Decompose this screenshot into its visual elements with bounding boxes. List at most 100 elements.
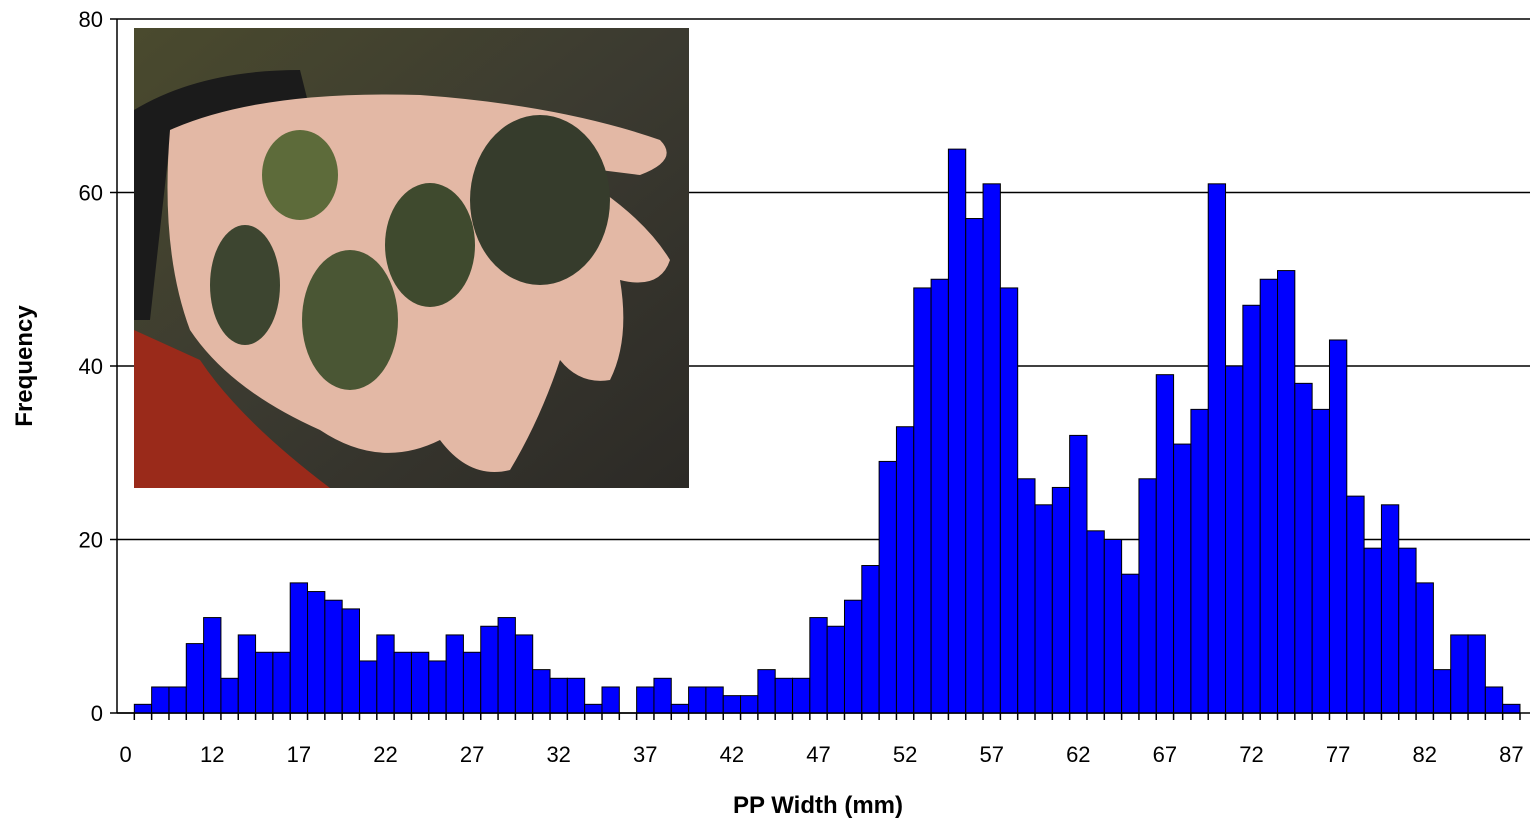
bar: [1433, 670, 1450, 713]
bar: [1468, 635, 1485, 713]
bar: [1278, 271, 1295, 713]
bar: [273, 652, 290, 713]
bar: [290, 583, 307, 713]
bar: [308, 592, 325, 713]
x-tick-label: 42: [720, 742, 744, 767]
bar: [1347, 496, 1364, 713]
bar: [879, 461, 896, 713]
x-tick-label: 12: [200, 742, 224, 767]
x-tick-label: 57: [979, 742, 1003, 767]
bar: [429, 661, 446, 713]
bar: [862, 566, 879, 713]
bar: [204, 618, 221, 713]
bar: [793, 678, 810, 713]
x-tick-label: 82: [1412, 742, 1436, 767]
bar: [342, 609, 359, 713]
x-tick-label: 77: [1326, 742, 1350, 767]
bar: [256, 652, 273, 713]
bar: [1174, 444, 1191, 713]
bar: [1260, 279, 1277, 713]
bar: [325, 600, 342, 713]
bar: [169, 687, 186, 713]
bar: [1329, 340, 1346, 713]
bar: [1243, 305, 1260, 713]
bar: [463, 652, 480, 713]
bar: [1156, 375, 1173, 713]
bar: [637, 687, 654, 713]
y-tick-label: 0: [91, 701, 103, 726]
x-tick-label: 37: [633, 742, 657, 767]
x-tick-label: 47: [806, 742, 830, 767]
bar: [827, 626, 844, 713]
bar: [758, 670, 775, 713]
bar: [602, 687, 619, 713]
page: {"chart_data": {"type": "bar", "xlabel":…: [0, 0, 1532, 830]
bar: [931, 279, 948, 713]
bar: [1208, 184, 1225, 713]
bar: [654, 678, 671, 713]
bar: [533, 670, 550, 713]
bar: [498, 618, 515, 713]
bar: [1416, 583, 1433, 713]
bar: [844, 600, 861, 713]
bar: [1000, 288, 1017, 713]
bar: [1104, 540, 1121, 714]
bar: [671, 704, 688, 713]
x-tick-label: 52: [893, 742, 917, 767]
bar: [1122, 574, 1139, 713]
bar: [1312, 409, 1329, 713]
y-tick-label: 20: [79, 528, 103, 553]
bar: [1381, 505, 1398, 713]
bar: [1052, 487, 1069, 713]
bar: [723, 696, 740, 713]
bar: [481, 626, 498, 713]
x-tick-label: 72: [1239, 742, 1263, 767]
bar: [394, 652, 411, 713]
bar: [1139, 479, 1156, 713]
bar: [1087, 531, 1104, 713]
bar: [983, 184, 1000, 713]
y-tick-label: 80: [79, 7, 103, 32]
bar: [411, 652, 428, 713]
y-tick-label: 40: [79, 354, 103, 379]
bar: [1035, 505, 1052, 713]
bar: [706, 687, 723, 713]
bar: [1503, 704, 1520, 713]
x-tick-label: 32: [546, 742, 570, 767]
crab-photo: [134, 28, 689, 488]
bar: [1485, 687, 1502, 713]
bar: [1226, 366, 1243, 713]
bar: [238, 635, 255, 713]
x-tick-label: 62: [1066, 742, 1090, 767]
bar: [775, 678, 792, 713]
bar: [377, 635, 394, 713]
bar: [550, 678, 567, 713]
bar: [948, 149, 965, 713]
y-axis-title: Frequency: [11, 305, 38, 427]
x-tick-label: 27: [460, 742, 484, 767]
bar: [810, 618, 827, 713]
bar: [567, 678, 584, 713]
bar: [914, 288, 931, 713]
bar: [896, 427, 913, 713]
y-tick-label: 60: [79, 181, 103, 206]
bar: [741, 696, 758, 713]
bar: [585, 704, 602, 713]
x-tick-label: 67: [1153, 742, 1177, 767]
bar: [689, 687, 706, 713]
bar: [221, 678, 238, 713]
x-tick-label: 87: [1499, 742, 1523, 767]
x-tick-label: 17: [287, 742, 311, 767]
bar: [1295, 383, 1312, 713]
chart: Frequency PP Width (mm) 0204060800121722…: [0, 0, 1532, 830]
bar: [1364, 548, 1381, 713]
bar: [1070, 435, 1087, 713]
bar: [1451, 635, 1468, 713]
bar: [1399, 548, 1416, 713]
bar: [152, 687, 169, 713]
x-tick-label: 0: [120, 742, 132, 767]
bar: [446, 635, 463, 713]
bar: [1018, 479, 1035, 713]
bar: [134, 704, 151, 713]
bar: [359, 661, 376, 713]
